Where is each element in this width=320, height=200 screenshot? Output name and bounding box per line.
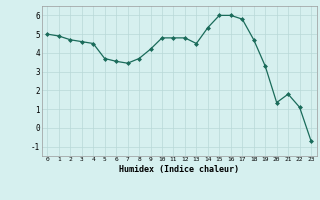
X-axis label: Humidex (Indice chaleur): Humidex (Indice chaleur) <box>119 165 239 174</box>
